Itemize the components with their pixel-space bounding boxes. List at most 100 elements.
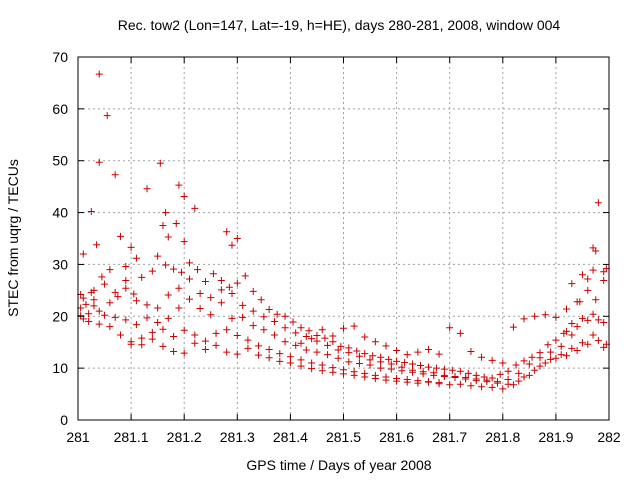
data-point bbox=[440, 371, 448, 379]
data-point bbox=[260, 326, 268, 334]
y-tick-label: 40 bbox=[52, 205, 68, 221]
data-point bbox=[456, 329, 464, 337]
data-point bbox=[409, 366, 417, 374]
x-tick-label: 281.3 bbox=[220, 429, 255, 445]
data-point bbox=[382, 342, 390, 350]
data-point bbox=[281, 324, 289, 332]
data-point bbox=[424, 363, 432, 371]
data-point bbox=[196, 305, 204, 313]
data-point bbox=[573, 347, 581, 355]
data-point bbox=[414, 348, 422, 356]
data-point bbox=[578, 314, 586, 322]
x-tick-labels: 281 281.1 281.2 281.3 281.4 281.5 281.6 281.7 28… bbox=[66, 429, 621, 445]
data-point bbox=[127, 340, 135, 348]
data-point bbox=[79, 250, 87, 258]
data-point bbox=[95, 307, 103, 315]
data-point bbox=[233, 350, 241, 358]
data-point bbox=[207, 311, 215, 319]
data-point bbox=[547, 355, 555, 363]
data-point bbox=[557, 351, 565, 359]
data-point bbox=[509, 323, 517, 331]
data-point bbox=[191, 339, 199, 347]
data-point bbox=[122, 263, 130, 271]
x-tick-label: 281.7 bbox=[432, 429, 467, 445]
data-point bbox=[600, 277, 608, 285]
data-point bbox=[313, 348, 321, 356]
data-point bbox=[366, 356, 374, 364]
data-point bbox=[592, 247, 600, 255]
data-point bbox=[239, 301, 247, 309]
data-point bbox=[515, 377, 523, 385]
data-point bbox=[531, 366, 539, 374]
data-point bbox=[156, 159, 164, 167]
data-point bbox=[563, 352, 571, 360]
data-point bbox=[398, 363, 406, 371]
data-points bbox=[77, 70, 610, 393]
data-point bbox=[223, 326, 231, 334]
data-point bbox=[170, 348, 178, 356]
x-axis-label: GPS time / Days of year 2008 bbox=[246, 457, 431, 473]
data-point bbox=[154, 304, 162, 312]
data-point bbox=[116, 331, 124, 339]
data-point bbox=[297, 324, 305, 332]
data-point bbox=[103, 112, 111, 120]
data-point bbox=[568, 344, 576, 352]
data-point bbox=[207, 294, 215, 302]
data-point bbox=[446, 324, 454, 332]
data-point bbox=[324, 341, 332, 349]
data-point bbox=[249, 322, 257, 330]
data-point bbox=[504, 376, 512, 384]
data-point bbox=[196, 289, 204, 297]
data-point bbox=[488, 374, 496, 382]
data-point bbox=[563, 305, 571, 313]
data-point bbox=[193, 266, 201, 274]
data-point bbox=[313, 337, 321, 345]
data-point bbox=[340, 366, 347, 374]
data-point bbox=[90, 296, 98, 304]
data-point bbox=[138, 273, 146, 281]
data-point bbox=[520, 373, 528, 381]
data-point bbox=[95, 70, 103, 78]
data-point bbox=[228, 241, 236, 249]
data-point bbox=[435, 379, 443, 387]
data-point bbox=[525, 360, 533, 368]
data-point bbox=[138, 341, 146, 349]
data-point bbox=[345, 358, 353, 366]
data-point bbox=[467, 382, 475, 390]
data-point bbox=[496, 370, 504, 378]
data-point bbox=[432, 364, 440, 372]
data-point bbox=[350, 368, 358, 376]
data-point bbox=[79, 294, 87, 302]
data-point bbox=[162, 261, 170, 269]
data-point bbox=[467, 348, 475, 356]
data-point bbox=[297, 339, 305, 347]
data-point bbox=[478, 383, 486, 391]
data-point bbox=[409, 360, 417, 368]
data-point bbox=[201, 337, 209, 345]
data-point bbox=[456, 367, 464, 375]
data-point bbox=[241, 272, 249, 280]
data-point bbox=[568, 331, 576, 339]
y-tick-labels: 0 10 20 30 40 50 60 70 bbox=[52, 49, 68, 428]
data-point bbox=[361, 333, 369, 341]
data-point bbox=[154, 319, 162, 327]
data-point bbox=[318, 361, 326, 369]
data-point bbox=[292, 341, 300, 349]
y-axis-label: STEC from uqrg / TECUs bbox=[5, 159, 21, 317]
data-point bbox=[350, 322, 358, 330]
data-point bbox=[382, 373, 390, 381]
data-point bbox=[334, 354, 342, 362]
data-point bbox=[385, 355, 393, 363]
data-point bbox=[499, 359, 507, 367]
data-point bbox=[289, 318, 297, 326]
y-tick-label: 20 bbox=[52, 308, 68, 324]
data-point bbox=[186, 295, 194, 303]
data-point bbox=[531, 312, 539, 320]
data-point bbox=[276, 357, 284, 365]
data-point bbox=[270, 317, 278, 325]
data-point bbox=[130, 290, 138, 298]
data-point bbox=[143, 301, 151, 309]
data-point bbox=[302, 346, 310, 354]
x-tick-label: 281.1 bbox=[114, 429, 149, 445]
